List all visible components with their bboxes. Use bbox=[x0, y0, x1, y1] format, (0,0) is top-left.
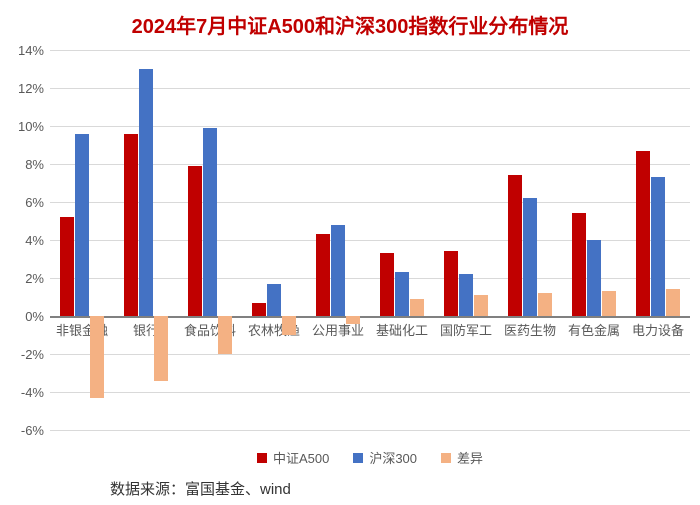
y-axis-label: 12% bbox=[0, 81, 44, 96]
legend-label: 沪深300 bbox=[369, 448, 417, 467]
legend: 中证A500 沪深300 差异 bbox=[50, 448, 690, 467]
bar bbox=[380, 253, 394, 316]
legend-label: 差异 bbox=[457, 448, 483, 467]
y-axis-label: 10% bbox=[0, 119, 44, 134]
legend-swatch bbox=[353, 453, 363, 463]
bar bbox=[651, 177, 665, 316]
bar bbox=[218, 316, 232, 354]
bar bbox=[474, 295, 488, 316]
bar bbox=[572, 213, 586, 316]
bar bbox=[508, 175, 522, 316]
bar bbox=[203, 128, 217, 316]
bar bbox=[410, 299, 424, 316]
bar bbox=[252, 303, 266, 316]
bar bbox=[154, 316, 168, 381]
bar bbox=[459, 274, 473, 316]
bar bbox=[331, 225, 345, 316]
y-axis-label: 14% bbox=[0, 43, 44, 58]
y-axis-label: -4% bbox=[0, 385, 44, 400]
y-axis-label: 4% bbox=[0, 233, 44, 248]
y-axis-label: 0% bbox=[0, 309, 44, 324]
legend-item: 中证A500 bbox=[257, 448, 329, 467]
bar bbox=[139, 69, 153, 316]
bar bbox=[188, 166, 202, 316]
bar bbox=[90, 316, 104, 398]
bar bbox=[346, 316, 360, 324]
legend-swatch bbox=[441, 453, 451, 463]
chart-title: 2024年7月中证A500和沪深300指数行业分布情况 bbox=[0, 0, 700, 39]
bar bbox=[538, 293, 552, 316]
legend-item: 差异 bbox=[441, 448, 483, 467]
bar bbox=[124, 134, 138, 316]
legend-label: 中证A500 bbox=[273, 448, 329, 467]
data-source: 数据来源：富国基金、wind bbox=[110, 478, 291, 499]
bar bbox=[60, 217, 74, 316]
bar bbox=[316, 234, 330, 316]
gridline bbox=[50, 50, 690, 51]
gridline bbox=[50, 354, 690, 355]
x-axis-label: 电力设备 bbox=[618, 320, 698, 339]
y-axis-label: 2% bbox=[0, 271, 44, 286]
gridline bbox=[50, 392, 690, 393]
bar bbox=[666, 289, 680, 316]
legend-swatch bbox=[257, 453, 267, 463]
bar bbox=[523, 198, 537, 316]
bar bbox=[395, 272, 409, 316]
y-axis-label: 6% bbox=[0, 195, 44, 210]
y-axis-label: -2% bbox=[0, 347, 44, 362]
plot-area: 非银金融银行食品饮料农林牧渔公用事业基础化工国防军工医药生物有色金属电力设备 bbox=[50, 50, 690, 430]
gridline bbox=[50, 316, 690, 318]
bar bbox=[282, 316, 296, 335]
bar bbox=[267, 284, 281, 316]
bar bbox=[602, 291, 616, 316]
chart-container: 2024年7月中证A500和沪深300指数行业分布情况 非银金融银行食品饮料农林… bbox=[0, 0, 700, 505]
bar bbox=[444, 251, 458, 316]
legend-item: 沪深300 bbox=[353, 448, 417, 467]
bar bbox=[587, 240, 601, 316]
gridline bbox=[50, 430, 690, 431]
y-axis-label: -6% bbox=[0, 423, 44, 438]
bar bbox=[636, 151, 650, 316]
y-axis-label: 8% bbox=[0, 157, 44, 172]
bar bbox=[75, 134, 89, 316]
